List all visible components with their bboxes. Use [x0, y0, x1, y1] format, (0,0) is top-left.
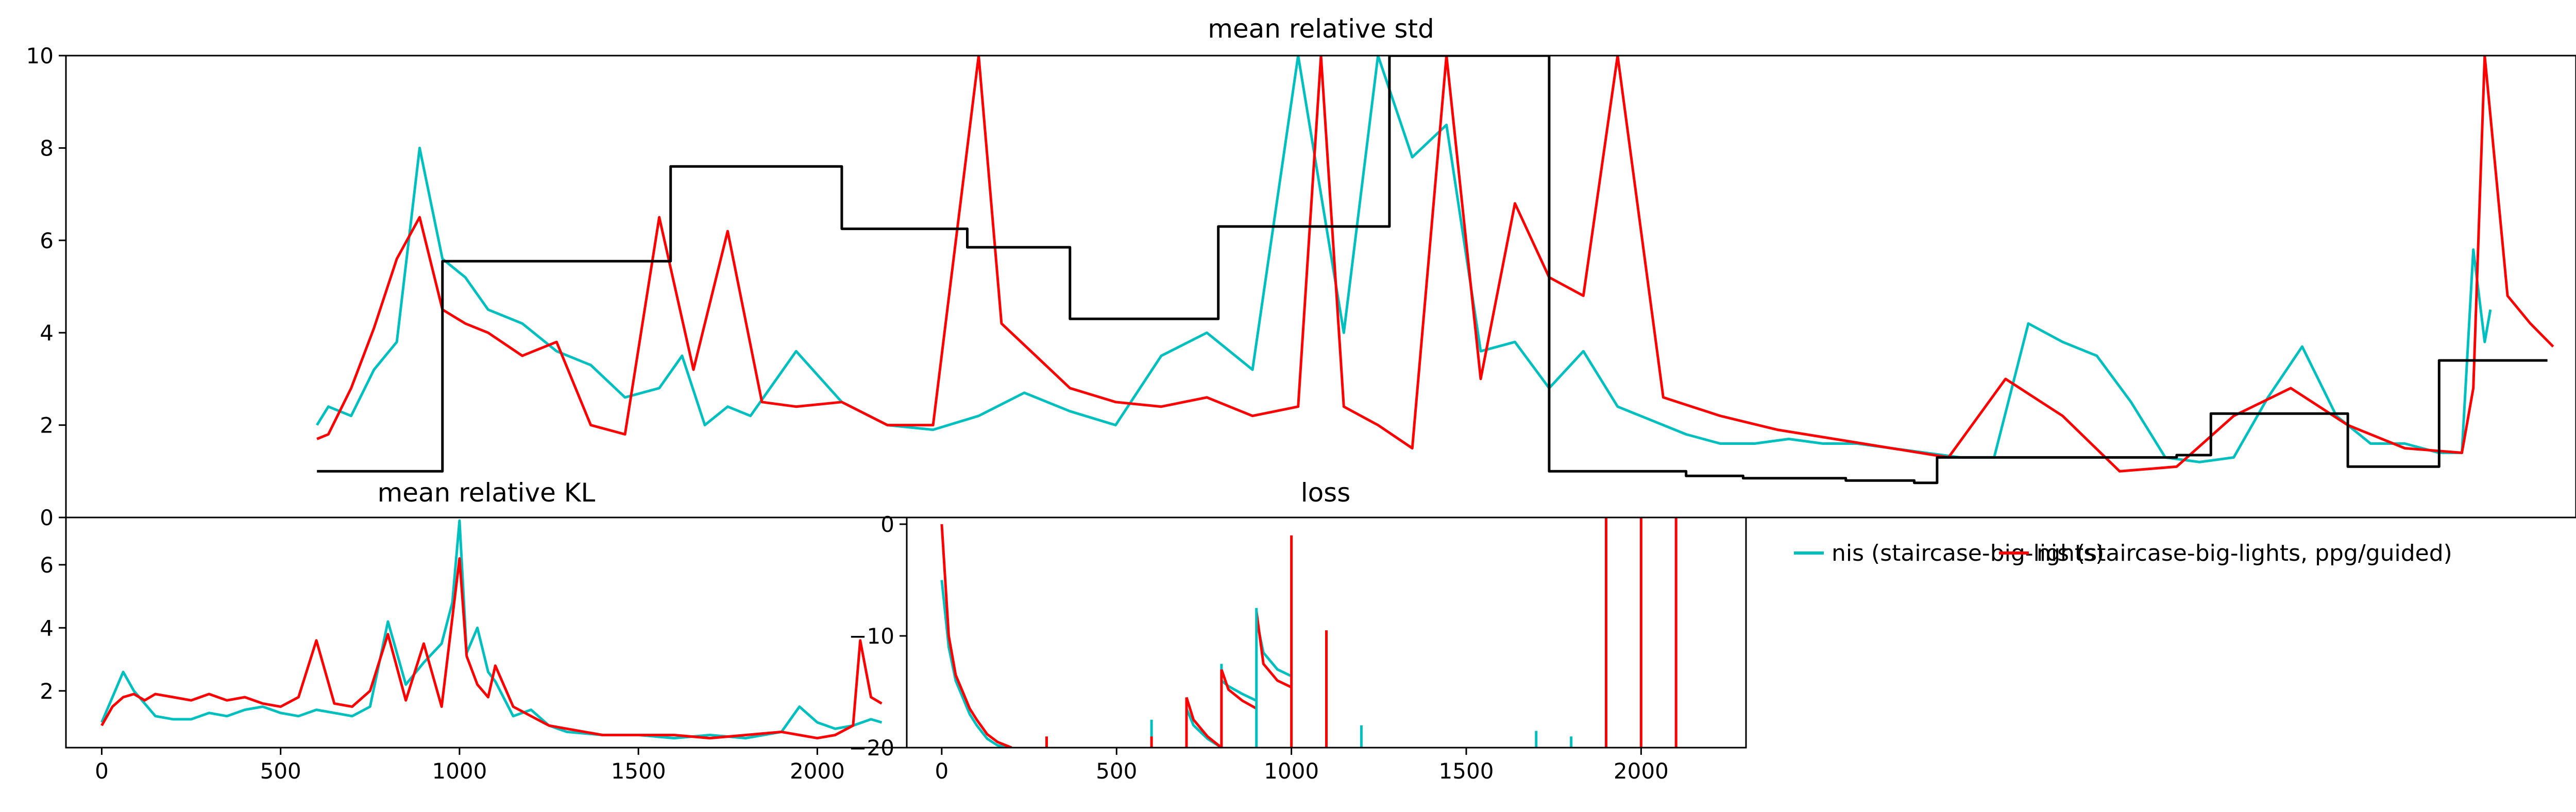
std-plot-lines: [316, 56, 2554, 485]
legend-label-nis: nis (staircase-big-lights): [1832, 540, 2104, 566]
kl-x-ticks: 0 500 1000 1500 2000: [95, 748, 845, 784]
loss-x-tick-label: 1500: [1439, 758, 1494, 784]
std-y-tick-label: 4: [40, 320, 54, 345]
loss-panel: 0 −10 −20 0 500 1000 1500 2000 loss: [849, 478, 1747, 784]
kl-panel: 2 4 6 0 500 1000 1500 2000 mean relative KL: [40, 478, 908, 784]
legend-panel: nis (staircase-big-lights) nis (staircas…: [1745, 517, 2452, 748]
kl-x-tick-label: 1500: [611, 758, 666, 784]
loss-plot-lines: [940, 517, 1677, 748]
kl-x-tick-label: 1000: [432, 758, 487, 784]
loss-x-tick-label: 2000: [1614, 758, 1669, 784]
loss-series-nis-line: [940, 580, 1012, 748]
loss-series-ppg-line: [1255, 611, 1292, 689]
std-y-tick-label: 10: [26, 43, 54, 68]
loss-x-ticks: 0 500 1000 1500 2000: [935, 748, 1669, 784]
std-series-ppg-line: [316, 56, 2554, 473]
loss-y-tick-label: −10: [849, 624, 894, 649]
kl-y-tick-label: 6: [40, 552, 54, 578]
loss-y-tick-label: −20: [849, 735, 894, 761]
loss-title: loss: [1301, 478, 1351, 508]
kl-series-nis-line: [100, 519, 883, 740]
loss-x-tick-label: 500: [1096, 758, 1137, 784]
kl-x-tick-label: 0: [95, 758, 109, 784]
loss-x-tick-label: 0: [935, 758, 949, 784]
kl-x-tick-label: 2000: [790, 758, 845, 784]
kl-y-ticks: 2 4 6: [40, 552, 66, 704]
kl-series-ppg-line: [100, 557, 883, 740]
loss-series-ppg-line: [940, 524, 1012, 748]
std-y-ticks: 0 2 4 6 8 10: [26, 43, 66, 530]
loss-x-tick-label: 1000: [1264, 758, 1319, 784]
std-series-target-line: [317, 56, 2548, 485]
loss-y-tick-label: 0: [880, 512, 894, 537]
kl-y-tick-label: 2: [40, 679, 54, 704]
kl-x-tick-label: 500: [260, 758, 301, 784]
kl-y-tick-label: 4: [40, 615, 54, 641]
std-y-tick-label: 8: [40, 135, 54, 161]
legend: nis (staircase-big-lights) nis (staircas…: [1794, 540, 2452, 566]
std-y-tick-label: 2: [40, 413, 54, 438]
std-title: mean relative std: [1208, 14, 1434, 44]
loss-series-ppg-line: [1220, 669, 1258, 710]
legend-label-ppg: nis (staircase-big-lights, ppg/guided): [2037, 540, 2452, 566]
std-panel: 0 2 4 6 8 10 mean relative std: [26, 14, 2576, 530]
std-y-tick-label: 6: [40, 228, 54, 253]
kl-title: mean relative KL: [378, 478, 596, 508]
loss-y-ticks: 0 −10 −20: [849, 512, 907, 761]
std-series-nis-line: [316, 56, 2492, 463]
std-y-tick-label: 0: [40, 505, 54, 530]
kl-plot-lines: [100, 519, 883, 740]
loss-series-ppg-line: [1185, 697, 1223, 748]
